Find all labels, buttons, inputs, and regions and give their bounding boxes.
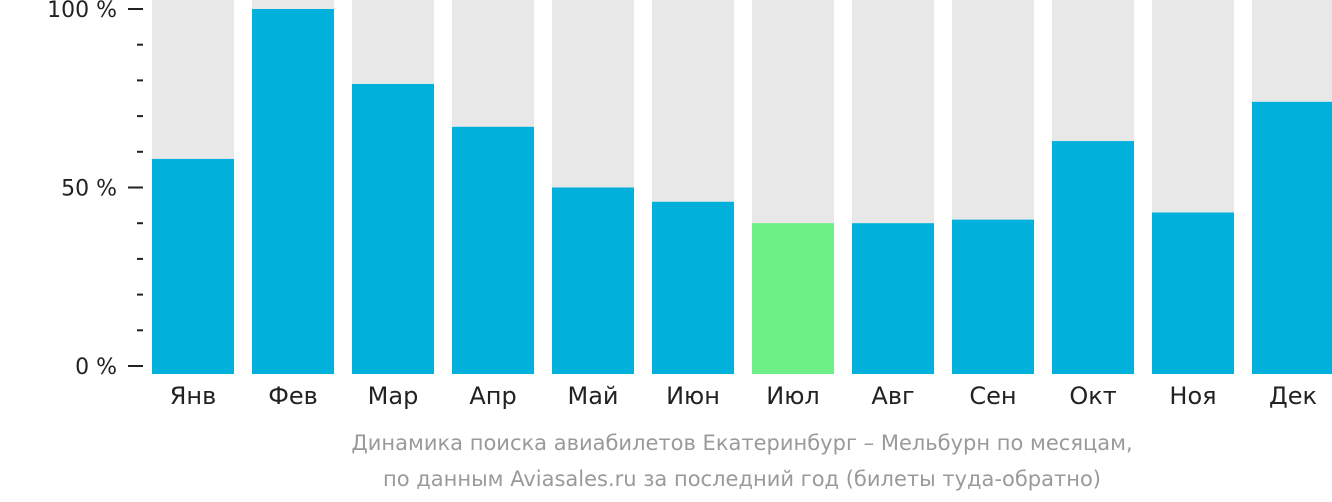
x-tick-label: Апр (469, 382, 516, 410)
chart-caption-line-2: по данным Aviasales.ru за последний год … (383, 467, 1101, 491)
bar (1052, 141, 1134, 374)
bar (352, 83, 434, 374)
x-tick-label: Ноя (1169, 382, 1216, 410)
y-tick-label: 100 % (47, 0, 117, 23)
bar (752, 223, 834, 374)
x-tick-label: Июл (766, 382, 820, 410)
bar (1252, 101, 1332, 374)
bar (1152, 212, 1234, 374)
x-tick-label: Май (567, 382, 618, 410)
x-tick-label: Янв (170, 382, 217, 410)
bar (552, 187, 634, 374)
x-tick-label: Мар (368, 382, 419, 410)
bar (452, 126, 534, 374)
y-tick-label: 50 % (61, 177, 117, 202)
x-tick-label: Дек (1269, 382, 1317, 410)
x-tick-label: Июн (666, 382, 720, 410)
chart-caption-line-1: Динамика поиска авиабилетов Екатеринбург… (351, 431, 1133, 455)
x-tick-label: Авг (871, 382, 914, 410)
bar (852, 223, 934, 374)
bar (952, 219, 1034, 374)
bar (252, 9, 334, 374)
bar (152, 158, 234, 374)
x-tick-label: Сен (969, 382, 1016, 410)
y-tick-label: 0 % (75, 355, 117, 380)
bar (652, 201, 734, 374)
x-tick-label: Фев (268, 382, 318, 410)
x-tick-label: Окт (1069, 382, 1116, 410)
bar-chart: 0 % 50 % 100 % Янв Фев Мар Апр Май Июн Июл Авг Сен О… (47, 0, 1332, 410)
